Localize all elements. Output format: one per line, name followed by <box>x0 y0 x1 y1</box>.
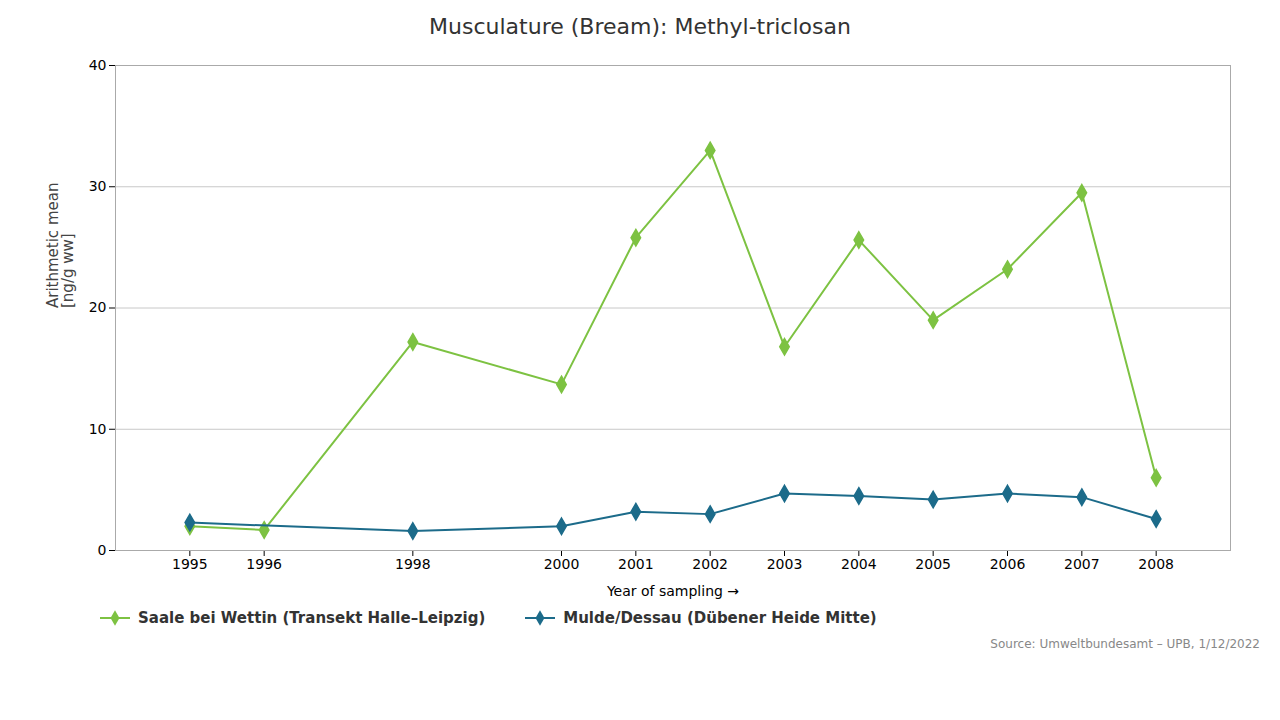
svg-text:1995: 1995 <box>172 556 208 572</box>
svg-text:2002: 2002 <box>692 556 728 572</box>
svg-text:Year of sampling →: Year of sampling → <box>606 583 739 599</box>
svg-text:2008: 2008 <box>1138 556 1174 572</box>
html-text:Mulde/Dessau (Dübener Heide Mi: Mulde/Dessau (Dübener Heide Mitte) <box>563 609 877 627</box>
svg-text:1998: 1998 <box>395 556 431 572</box>
svg-text:2000: 2000 <box>544 556 580 572</box>
svg-text:Arithmetic mean[ng/g ww]: Arithmetic mean[ng/g ww] <box>44 183 77 308</box>
svg-text:2001: 2001 <box>618 556 654 572</box>
svg-text:2004: 2004 <box>841 556 877 572</box>
svg-text:10: 10 <box>89 421 107 437</box>
svg-text:2003: 2003 <box>767 556 803 572</box>
html-text:Musculature (Bream): Methyl-tr: Musculature (Bream): Methyl-triclosan <box>429 14 851 39</box>
svg-text:30: 30 <box>89 178 107 194</box>
html-text:Saale bei Wettin (Transekt Hal: Saale bei Wettin (Transekt Halle–Leipzig… <box>138 609 486 627</box>
svg-text:2007: 2007 <box>1064 556 1100 572</box>
svg-text:40: 40 <box>89 57 107 73</box>
svg-text:1996: 1996 <box>246 556 282 572</box>
svg-text:20: 20 <box>89 299 107 315</box>
svg-text:2006: 2006 <box>990 556 1026 572</box>
html-text:Source: Umweltbundesamt – UPB,: Source: Umweltbundesamt – UPB, 1/12/2022 <box>990 637 1260 651</box>
svg-text:0: 0 <box>98 542 107 558</box>
svg-text:2005: 2005 <box>915 556 951 572</box>
